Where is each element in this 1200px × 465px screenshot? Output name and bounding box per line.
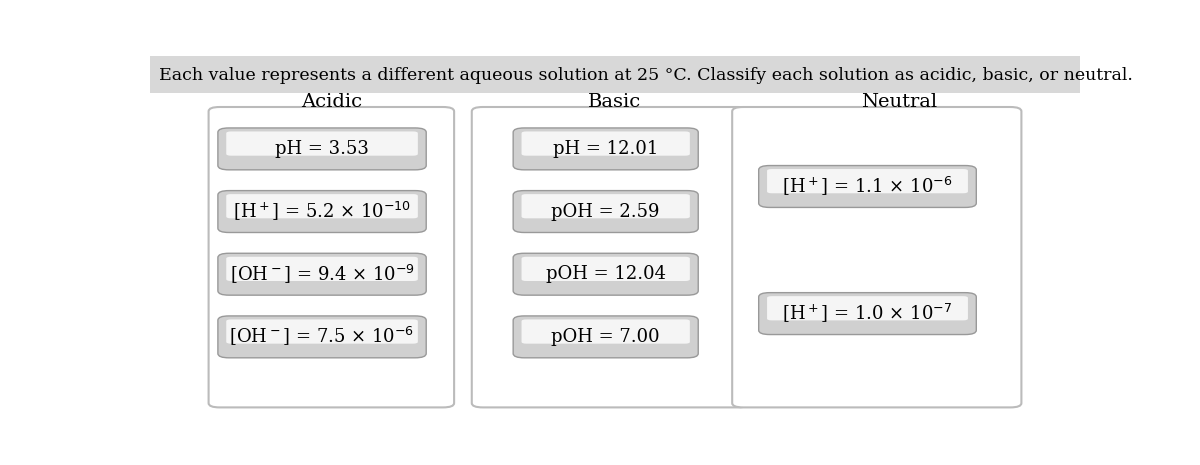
FancyBboxPatch shape <box>209 107 454 407</box>
FancyBboxPatch shape <box>227 257 418 281</box>
FancyBboxPatch shape <box>227 132 418 156</box>
FancyBboxPatch shape <box>514 316 698 358</box>
Text: pH = 12.01: pH = 12.01 <box>553 140 659 158</box>
Text: [OH$^-$] = 9.4 × 10$^{-9}$: [OH$^-$] = 9.4 × 10$^{-9}$ <box>229 263 414 286</box>
FancyBboxPatch shape <box>522 132 690 156</box>
FancyBboxPatch shape <box>732 107 1021 407</box>
Text: [H$^+$] = 5.2 × 10$^{-10}$: [H$^+$] = 5.2 × 10$^{-10}$ <box>233 200 412 223</box>
Text: pH = 3.53: pH = 3.53 <box>275 140 368 158</box>
FancyBboxPatch shape <box>758 292 977 334</box>
FancyBboxPatch shape <box>767 296 968 320</box>
Text: Basic: Basic <box>588 93 642 111</box>
Text: pOH = 7.00: pOH = 7.00 <box>551 328 660 346</box>
FancyBboxPatch shape <box>514 191 698 232</box>
Text: Neutral: Neutral <box>860 93 937 111</box>
FancyBboxPatch shape <box>767 169 968 193</box>
FancyBboxPatch shape <box>514 128 698 170</box>
Text: Each value represents a different aqueous solution at 25 °C. Classify each solut: Each value represents a different aqueou… <box>160 67 1133 84</box>
FancyBboxPatch shape <box>758 166 977 207</box>
FancyBboxPatch shape <box>522 194 690 219</box>
Text: [OH$^-$] = 7.5 × 10$^{-6}$: [OH$^-$] = 7.5 × 10$^{-6}$ <box>229 326 415 348</box>
Text: pOH = 12.04: pOH = 12.04 <box>546 265 666 283</box>
FancyBboxPatch shape <box>522 319 690 344</box>
FancyBboxPatch shape <box>218 316 426 358</box>
FancyBboxPatch shape <box>218 128 426 170</box>
Text: [H$^+$] = 1.1 × 10$^{-6}$: [H$^+$] = 1.1 × 10$^{-6}$ <box>782 175 953 198</box>
Text: Acidic: Acidic <box>301 93 362 111</box>
FancyBboxPatch shape <box>150 56 1080 93</box>
FancyBboxPatch shape <box>472 107 749 407</box>
Text: [H$^+$] = 1.0 × 10$^{-7}$: [H$^+$] = 1.0 × 10$^{-7}$ <box>782 302 953 325</box>
Text: pOH = 2.59: pOH = 2.59 <box>552 203 660 220</box>
FancyBboxPatch shape <box>227 194 418 219</box>
FancyBboxPatch shape <box>514 253 698 295</box>
FancyBboxPatch shape <box>218 253 426 295</box>
FancyBboxPatch shape <box>522 257 690 281</box>
FancyBboxPatch shape <box>227 319 418 344</box>
FancyBboxPatch shape <box>218 191 426 232</box>
